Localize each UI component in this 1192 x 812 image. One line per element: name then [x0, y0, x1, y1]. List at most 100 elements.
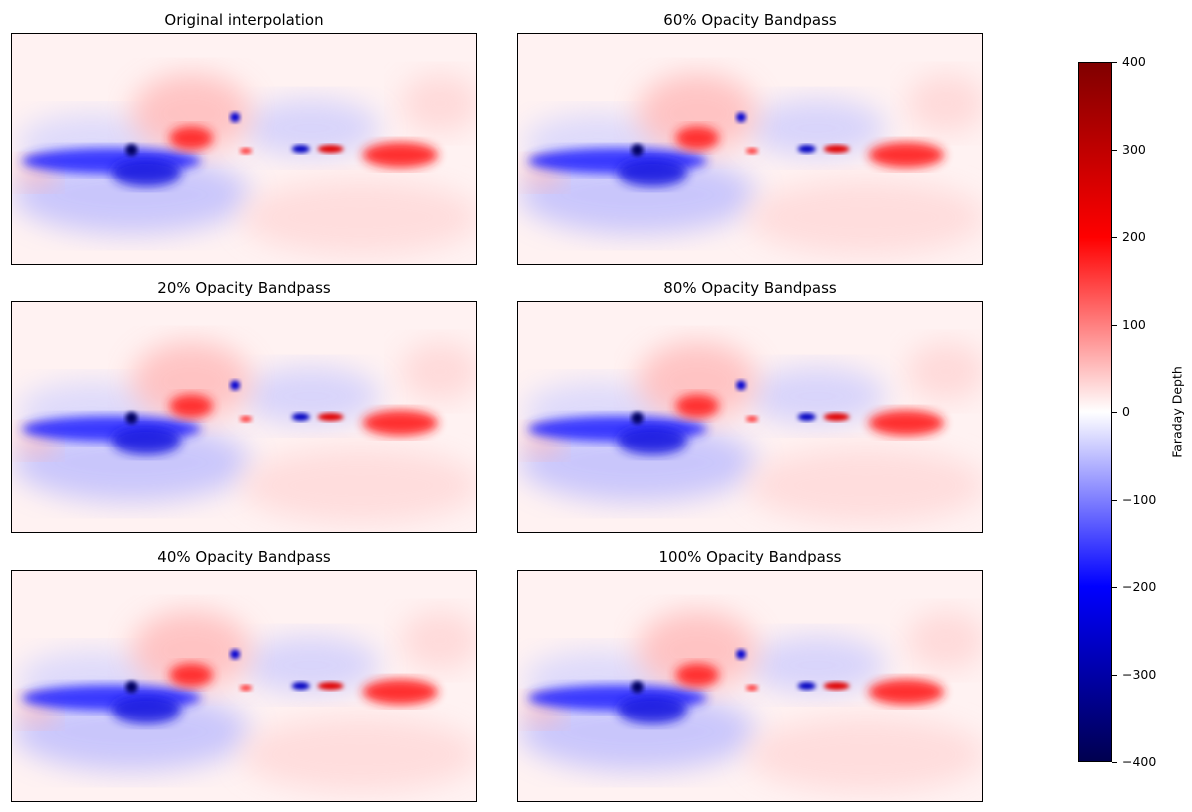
colorbar-gradient: [1078, 62, 1112, 762]
plane-positive-east: [868, 679, 945, 705]
plane-positive-east: [868, 410, 945, 436]
colorbar-tick-label: 0: [1122, 404, 1130, 419]
plane-positive-knot: [823, 682, 850, 690]
colorbar-tick-label: 100: [1122, 317, 1146, 332]
northeast-positive-region: [400, 610, 476, 671]
plane-positive-east: [362, 410, 439, 436]
northeast-positive-region: [906, 610, 982, 671]
plane-negative-core: [111, 158, 182, 187]
map-frame: [517, 33, 983, 265]
northeast-positive-region: [400, 341, 476, 402]
compact-negative-core: [125, 681, 138, 693]
compact-negative-core: [631, 681, 644, 693]
northern-positive-region: [637, 610, 757, 690]
colorbar-tick: [1112, 325, 1117, 326]
plane-negative-knot: [291, 145, 310, 153]
map-frame: [517, 570, 983, 802]
compact-negative-source: [230, 649, 241, 660]
colorbar-tick: [1112, 500, 1117, 501]
panel-title: 20% Opacity Bandpass: [157, 279, 331, 297]
plane-positive-north: [169, 663, 214, 687]
southern-positive-region: [747, 716, 982, 793]
colorbar-tick-label: 200: [1122, 229, 1146, 244]
northern-positive-region: [131, 610, 251, 690]
colorbar-tick: [1112, 150, 1117, 151]
colorbar-tick-label: −200: [1122, 579, 1157, 594]
compact-negative-core: [631, 412, 644, 424]
plane-negative-knot: [797, 413, 816, 421]
faraday-depth-map: [12, 302, 476, 532]
plane-positive-knot: [317, 682, 344, 690]
colorbar-tick-label: −300: [1122, 667, 1157, 682]
compact-positive-source: [746, 148, 758, 154]
northern-positive-region: [637, 73, 757, 153]
plane-negative-core: [617, 158, 688, 187]
northeast-positive-region: [906, 73, 982, 134]
compact-positive-source: [746, 416, 758, 422]
central-negative-region: [241, 635, 381, 695]
colorbar: Faraday Depth 400 300 200 100 0 −100 −200 −300 −…: [1078, 55, 1185, 769]
central-negative-region: [747, 98, 887, 158]
central-negative-region: [747, 366, 887, 426]
faraday-depth-map: [12, 34, 476, 264]
compact-negative-core: [125, 412, 138, 424]
central-negative-region: [241, 366, 381, 426]
southern-positive-region: [241, 179, 476, 256]
compact-positive-source: [240, 148, 252, 154]
southern-negative-region: [12, 154, 251, 235]
northeast-positive-region: [400, 73, 476, 134]
map-panel-40-opacity: 40% Opacity Bandpass: [11, 546, 477, 802]
compact-negative-source: [230, 112, 241, 123]
southern-positive-region: [747, 179, 982, 256]
southern-positive-region: [747, 447, 982, 524]
southern-negative-region: [518, 422, 757, 503]
colorbar-tick: [1112, 587, 1117, 588]
colorbar-tick: [1112, 412, 1117, 413]
panel-title: 100% Opacity Bandpass: [658, 548, 842, 566]
plane-positive-north: [675, 663, 720, 687]
plane-negative-core: [617, 695, 688, 724]
colorbar-tick: [1112, 62, 1117, 63]
plane-positive-north: [169, 126, 214, 150]
compact-negative-source: [736, 380, 747, 391]
map-frame: [11, 33, 477, 265]
southern-negative-region: [12, 691, 251, 772]
plane-negative-core: [617, 426, 688, 455]
southern-positive-region: [241, 716, 476, 793]
compact-positive-source: [746, 685, 758, 691]
map-frame: [517, 301, 983, 533]
colorbar-label: Faraday Depth: [1169, 366, 1185, 458]
central-negative-region: [747, 635, 887, 695]
plane-negative-knot: [797, 145, 816, 153]
northeast-positive-region: [906, 341, 982, 402]
plane-positive-knot: [317, 413, 344, 421]
colorbar-tick-label: −100: [1122, 492, 1157, 507]
map-panel-100-opacity: 100% Opacity Bandpass: [517, 546, 983, 802]
colorbar-tick-label: 400: [1122, 54, 1146, 69]
plane-positive-north: [169, 394, 214, 418]
colorbar-tick: [1112, 237, 1117, 238]
faraday-depth-map: [518, 302, 982, 532]
northern-positive-region: [131, 73, 251, 153]
map-panel-60-opacity: 60% Opacity Bandpass: [517, 9, 983, 265]
map-frame: [11, 570, 477, 802]
compact-negative-core: [125, 144, 138, 156]
central-negative-region: [241, 98, 381, 158]
colorbar-tick: [1112, 675, 1117, 676]
plane-positive-north: [675, 126, 720, 150]
colorbar-tick: [1112, 762, 1117, 763]
southern-negative-region: [12, 422, 251, 503]
colorbar-tick-label: −400: [1122, 754, 1157, 769]
compact-negative-source: [736, 112, 747, 123]
plane-negative-core: [111, 695, 182, 724]
plane-negative-knot: [291, 682, 310, 690]
northern-positive-region: [637, 341, 757, 421]
plane-negative-knot: [797, 682, 816, 690]
plane-negative-knot: [291, 413, 310, 421]
compact-positive-source: [240, 685, 252, 691]
map-frame: [11, 301, 477, 533]
map-panel-20-opacity: 20% Opacity Bandpass: [11, 277, 477, 533]
plane-positive-knot: [823, 145, 850, 153]
compact-negative-source: [736, 649, 747, 660]
plane-positive-east: [362, 679, 439, 705]
